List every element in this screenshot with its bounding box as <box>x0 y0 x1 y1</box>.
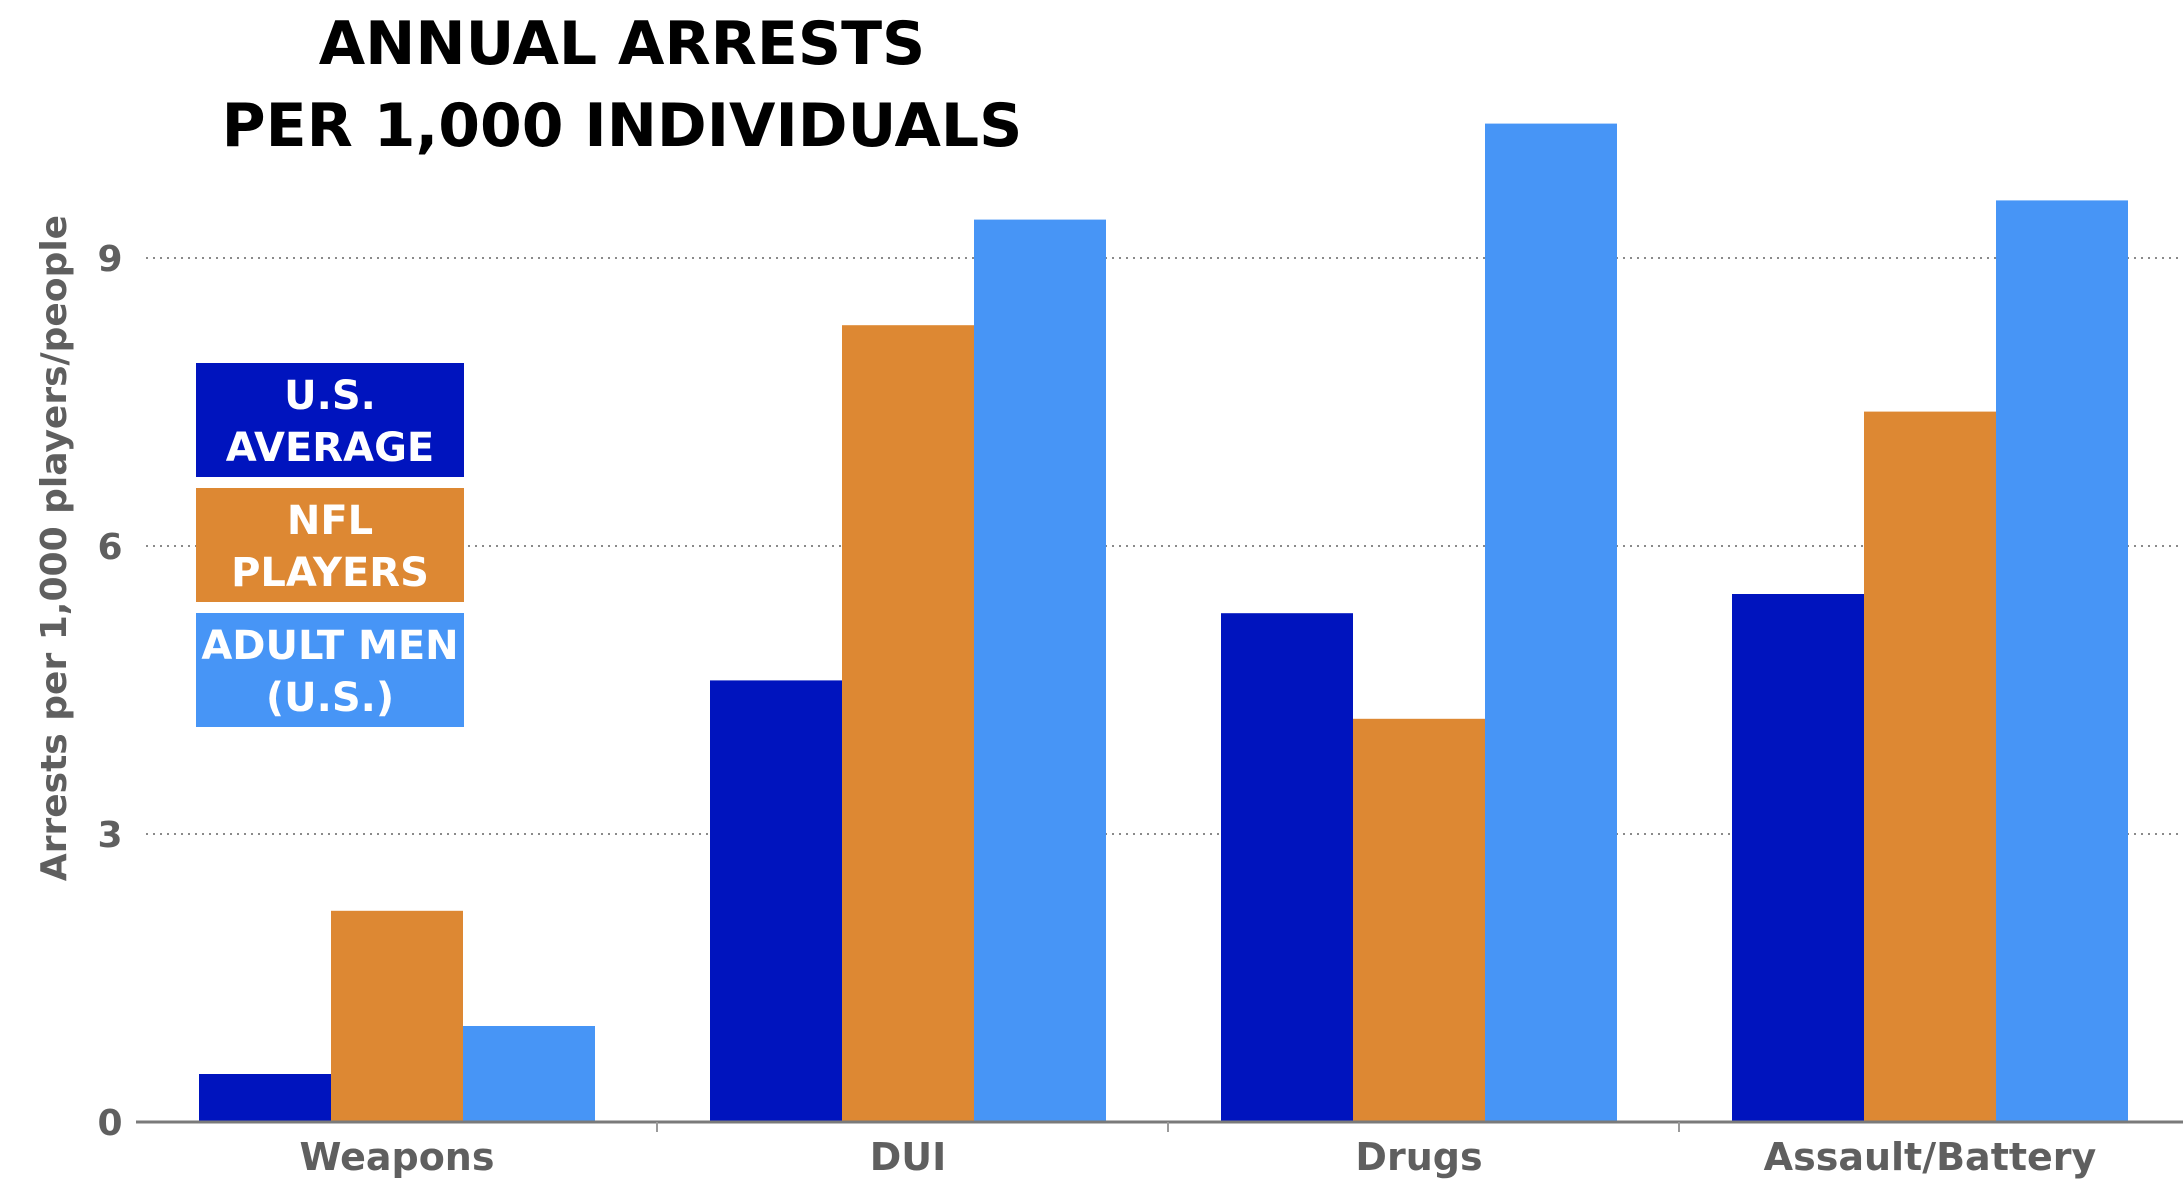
y-tick-label: 0 <box>97 1103 122 1144</box>
bar <box>331 910 463 1122</box>
axes: Weapons DUI Drugs Assault/Battery <box>136 1120 2183 1179</box>
legend-label: NFL <box>287 498 373 544</box>
x-category-label: Drugs <box>1355 1135 1482 1179</box>
grid-lines: 0 3 6 9 <box>97 239 2183 1144</box>
bar <box>710 680 842 1122</box>
bar <box>1485 123 1617 1123</box>
legend-label: AVERAGE <box>226 425 434 471</box>
y-tick-label: 3 <box>97 815 122 856</box>
y-tick-label: 6 <box>97 527 122 568</box>
legend-label: (U.S.) <box>266 675 394 721</box>
legend-label: PLAYERS <box>231 550 429 596</box>
y-tick-label: 9 <box>97 239 122 280</box>
chart-title-line-2: PER 1,000 INDIVIDUALS <box>222 91 1023 161</box>
legend-swatch <box>196 488 464 602</box>
bar <box>1221 613 1353 1122</box>
bar <box>842 325 974 1122</box>
x-category-label: Assault/Battery <box>1764 1135 2097 1179</box>
legend-swatch <box>196 613 464 727</box>
bar <box>1996 200 2128 1122</box>
bar <box>199 1074 331 1122</box>
legend-swatch <box>196 363 464 477</box>
legend: U.S. AVERAGE NFL PLAYERS ADULT MEN (U.S.) <box>196 363 464 727</box>
chart-title: ANNUAL ARRESTS PER 1,000 INDIVIDUALS <box>222 9 1023 161</box>
x-category-label: DUI <box>870 1135 947 1179</box>
legend-label: U.S. <box>284 373 376 419</box>
y-axis-label: Arrests per 1,000 players/people <box>34 215 75 881</box>
chart-title-line-1: ANNUAL ARRESTS <box>319 9 925 79</box>
bar <box>1353 718 1485 1122</box>
x-category-label: Weapons <box>300 1135 495 1179</box>
bars <box>199 123 2128 1123</box>
bar <box>1864 411 1996 1123</box>
legend-label: ADULT MEN <box>201 623 458 669</box>
bar <box>974 219 1106 1123</box>
bar <box>463 1026 595 1122</box>
bar <box>1732 594 1864 1122</box>
